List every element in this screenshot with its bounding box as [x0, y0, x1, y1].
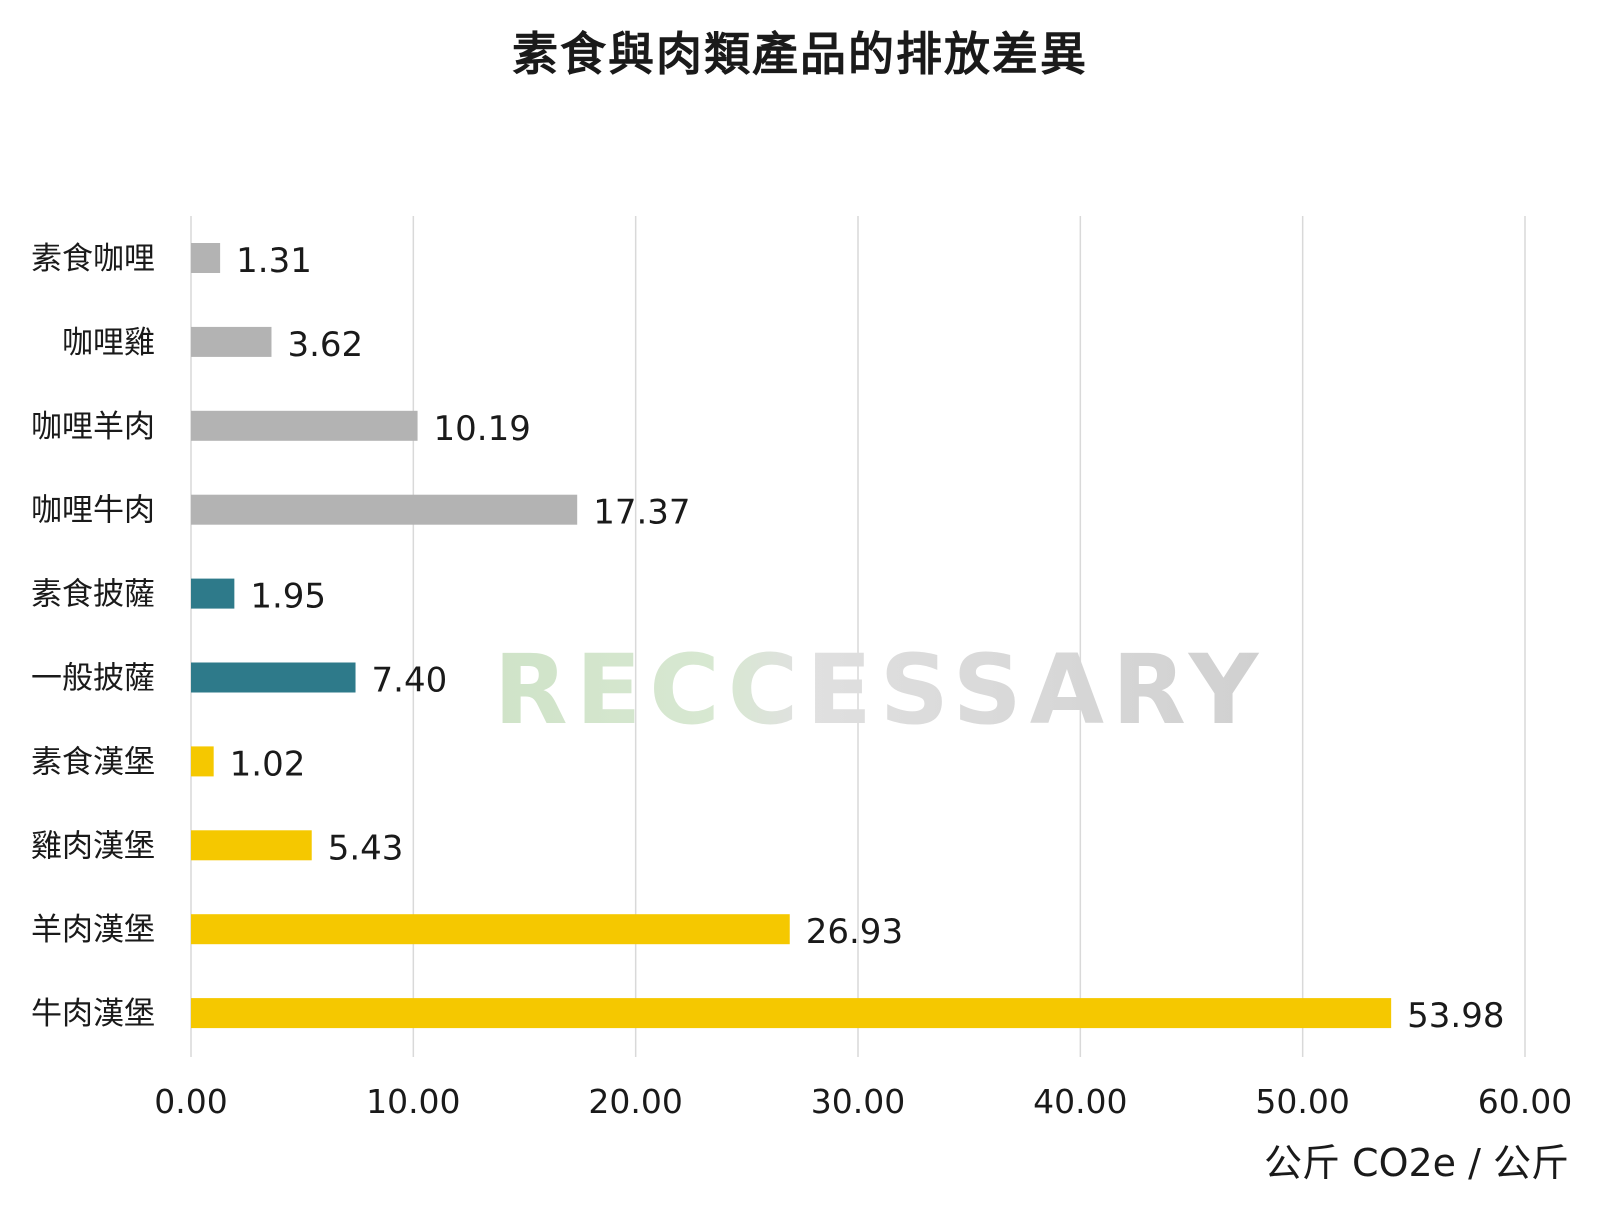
value-label: 7.40: [372, 661, 448, 701]
bar: [191, 410, 418, 441]
category-label: 牛肉漢堡: [31, 996, 155, 1032]
category-label: 素食披薩: [31, 577, 155, 613]
chart-title: 素食與肉類產品的排放差異: [512, 27, 1088, 81]
category-label: 素食漢堡: [31, 744, 155, 780]
value-labels: 1.31 3.62 10.19 17.37 1.95 7.40 1.02 5.43 26.93 5…: [230, 241, 1505, 1036]
value-label: 26.93: [806, 912, 903, 952]
unit-label: 公斤 CO2e / 公斤: [1264, 1141, 1569, 1185]
x-tick-label: 20.00: [588, 1082, 682, 1121]
bars: [191, 243, 1392, 1029]
bar: [191, 746, 214, 777]
bar: [191, 243, 221, 273]
value-label: 17.37: [593, 493, 690, 533]
value-label: 3.62: [287, 325, 363, 365]
x-tick-label: 60.00: [1478, 1082, 1572, 1121]
category-label: 一般披薩: [31, 661, 155, 697]
category-label: 咖哩羊肉: [31, 409, 155, 445]
category-label: 雞肉漢堡: [31, 828, 155, 864]
x-tick-label: 50.00: [1255, 1082, 1349, 1121]
category-label: 咖哩牛肉: [31, 493, 155, 529]
bar: [191, 494, 578, 525]
value-label: 1.31: [236, 241, 312, 281]
x-tick-label: 40.00: [1033, 1082, 1127, 1121]
value-label: 10.19: [434, 409, 531, 449]
value-label: 53.98: [1407, 996, 1504, 1036]
x-tick-label: 0.00: [154, 1082, 227, 1121]
bar: [191, 998, 1392, 1029]
value-label: 5.43: [328, 828, 404, 868]
x-tick-label: 30.00: [811, 1082, 905, 1121]
bar: [191, 326, 272, 357]
x-tick-labels: 0.00 10.00 20.00 30.00 40.00 50.00 60.00: [154, 1082, 1572, 1121]
value-label: 1.02: [230, 744, 306, 784]
bar: [191, 662, 356, 693]
watermark-logo: RECCESSARY: [494, 634, 1266, 746]
category-label: 羊肉漢堡: [31, 912, 155, 948]
category-label: 素食咖哩: [31, 241, 155, 277]
bar: [191, 578, 235, 609]
category-label: 咖哩雞: [62, 325, 155, 361]
x-tick-label: 10.00: [366, 1082, 460, 1121]
value-label: 1.95: [250, 577, 326, 617]
bar: [191, 914, 790, 945]
bar: [191, 830, 312, 861]
watermark-text: RECCESSARY: [494, 634, 1266, 746]
